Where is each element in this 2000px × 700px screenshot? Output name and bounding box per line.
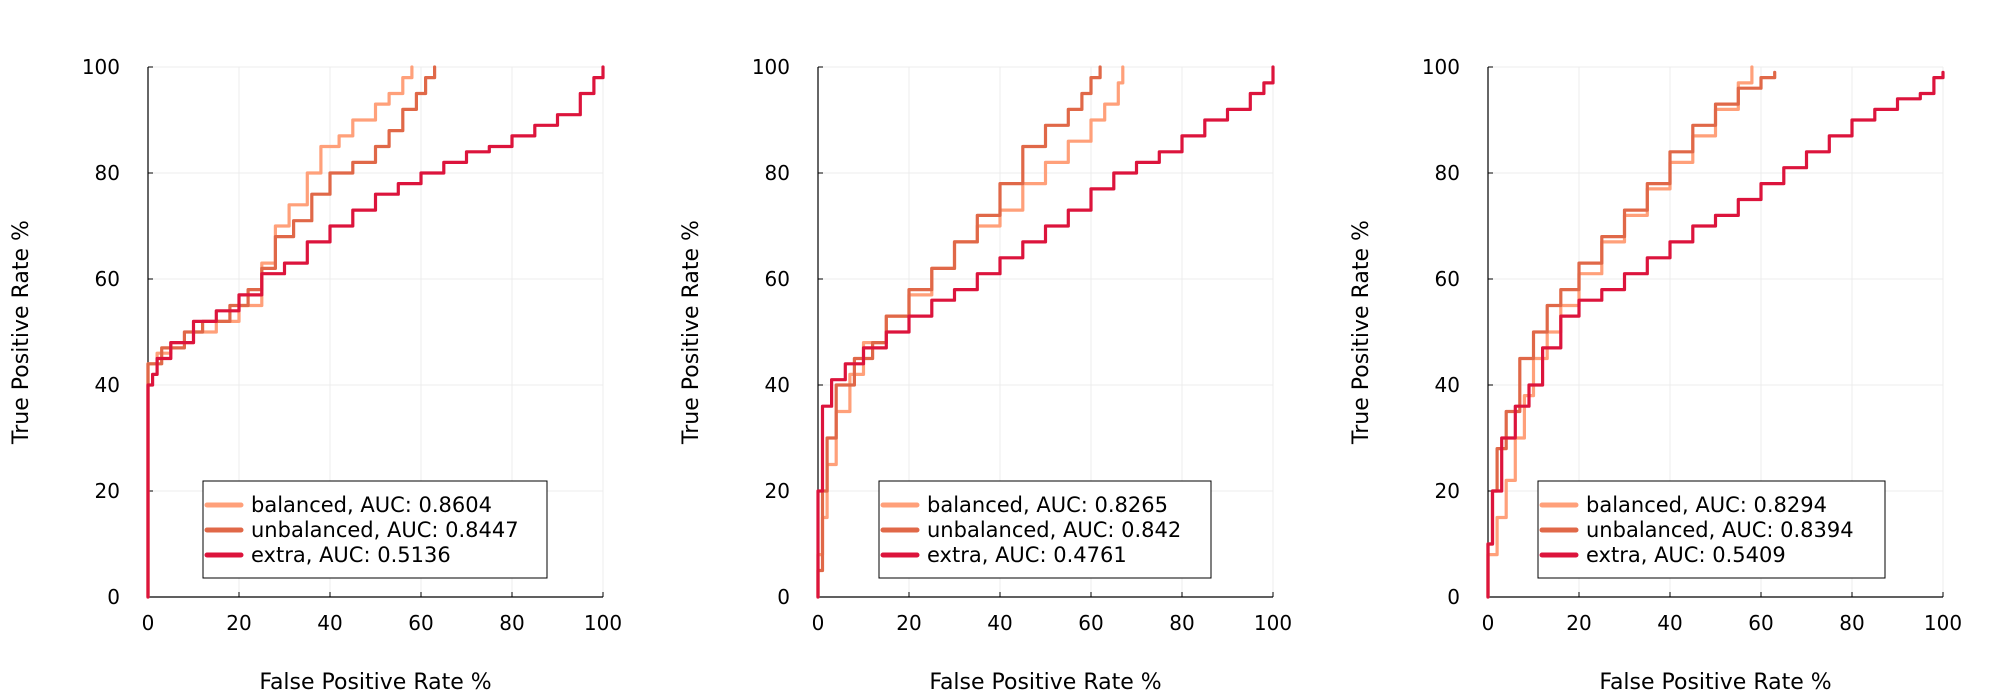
- legend-box: [1537, 480, 1886, 579]
- y-tick-label: 40: [765, 373, 790, 397]
- x-tick-label: 40: [317, 611, 342, 635]
- y-tick-label: 20: [1435, 479, 1460, 503]
- legend-label: extra, AUC: 0.5409: [1586, 543, 1786, 567]
- x-tick-label: 60: [1078, 611, 1103, 635]
- roc-curve-3: [1486, 70, 1945, 599]
- y-tick-label: 100: [82, 55, 120, 79]
- roc-curve-2: [816, 65, 1102, 599]
- roc-panel-3: 0 20 40 60 80 100 0 20 40 60 80 100 False Positive R…: [1349, 55, 1962, 695]
- x-tick-label: 100: [1924, 611, 1962, 635]
- x-tick-label: 80: [1839, 611, 1864, 635]
- x-tick-label: 20: [226, 611, 251, 635]
- legend-label: balanced, AUC: 0.8604: [251, 493, 492, 517]
- legend-label: unbalanced, AUC: 0.842: [927, 518, 1181, 542]
- y-tick-label: 40: [95, 373, 120, 397]
- legend-label: extra, AUC: 0.5136: [251, 543, 451, 567]
- y-axis-label: True Positive Rate %: [1349, 220, 1374, 445]
- y-tick-label: 80: [1435, 161, 1460, 185]
- legend-label: balanced, AUC: 0.8294: [1586, 493, 1827, 517]
- x-tick-label: 0: [142, 611, 155, 635]
- y-tick-label: 0: [1447, 585, 1460, 609]
- legend-label: unbalanced, AUC: 0.8447: [251, 518, 519, 542]
- y-tick-label: 0: [107, 585, 120, 609]
- y-axis-label: True Positive Rate %: [679, 220, 704, 445]
- x-axis-label: False Positive Rate %: [259, 670, 491, 695]
- roc-curve-2: [146, 65, 437, 599]
- y-tick-label: 100: [752, 55, 790, 79]
- roc-panel-2: 0 20 40 60 80 100 0 20 40 60 80 100 False Positive R…: [679, 55, 1292, 695]
- legend-label: extra, AUC: 0.4761: [927, 543, 1127, 567]
- y-tick-label: 100: [1422, 55, 1460, 79]
- x-tick-label: 60: [408, 611, 433, 635]
- y-tick-label: 60: [765, 267, 790, 291]
- x-tick-label: 60: [1748, 611, 1773, 635]
- x-tick-label: 0: [1482, 611, 1495, 635]
- roc-curve-3: [146, 65, 605, 599]
- legend-box: [878, 480, 1212, 579]
- roc-panel-1: 0 20 40 60 80 100 0 20 40 60 80 100 False Positive R…: [9, 55, 622, 695]
- roc-curve-2: [1486, 70, 1777, 599]
- y-tick-label: 20: [765, 479, 790, 503]
- x-tick-label: 40: [1657, 611, 1682, 635]
- x-tick-label: 100: [1254, 611, 1292, 635]
- y-tick-label: 60: [1435, 267, 1460, 291]
- x-tick-label: 40: [987, 611, 1012, 635]
- y-axis-label: True Positive Rate %: [9, 220, 34, 445]
- y-tick-label: 20: [95, 479, 120, 503]
- roc-curve-3: [816, 65, 1275, 599]
- legend-label: balanced, AUC: 0.8265: [927, 493, 1168, 517]
- x-tick-label: 20: [1566, 611, 1591, 635]
- x-axis-label: False Positive Rate %: [929, 670, 1161, 695]
- y-tick-label: 40: [1435, 373, 1460, 397]
- y-tick-label: 60: [95, 267, 120, 291]
- y-tick-label: 80: [95, 161, 120, 185]
- x-tick-label: 80: [1169, 611, 1194, 635]
- x-tick-label: 20: [896, 611, 921, 635]
- x-tick-label: 80: [499, 611, 524, 635]
- y-tick-label: 80: [765, 161, 790, 185]
- x-tick-label: 0: [812, 611, 825, 635]
- legend-label: unbalanced, AUC: 0.8394: [1586, 518, 1854, 542]
- y-tick-label: 0: [777, 585, 790, 609]
- x-axis-label: False Positive Rate %: [1599, 670, 1831, 695]
- x-tick-label: 100: [584, 611, 622, 635]
- legend-box: [202, 480, 548, 579]
